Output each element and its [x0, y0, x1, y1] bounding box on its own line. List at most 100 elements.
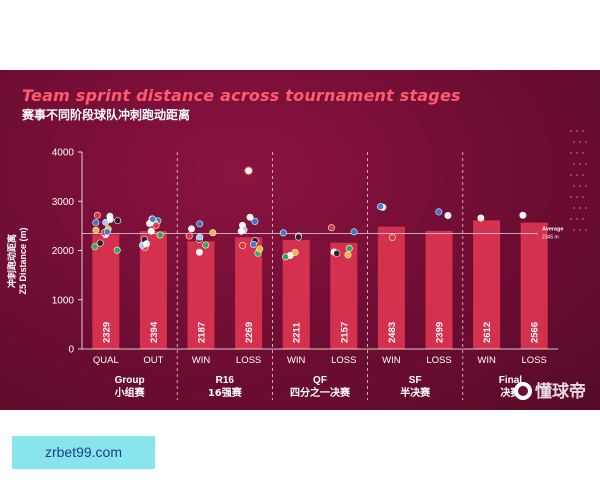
team-flag-marker	[91, 243, 99, 251]
y-tick-label: 3000	[52, 197, 75, 208]
bar-value-label: 2399	[435, 322, 446, 343]
team-flag-marker	[279, 229, 287, 237]
team-flag-marker	[188, 225, 196, 233]
team-flag-marker	[249, 240, 257, 248]
decorative-dot	[576, 130, 578, 132]
team-flag-marker	[519, 211, 527, 219]
y-tick-label: 4000	[52, 148, 75, 159]
team-flag-marker	[477, 214, 485, 222]
chart-title: Team sprint distance across tournament s…	[22, 86, 461, 105]
team-flag-marker	[106, 215, 114, 223]
team-flag-marker	[282, 253, 290, 261]
team-flag-marker	[96, 239, 104, 247]
team-flag-marker	[113, 246, 121, 254]
decorative-dot	[573, 185, 575, 187]
team-flag-marker	[103, 228, 111, 236]
average-value-label: 2345 m	[542, 235, 559, 241]
team-flag-marker	[294, 233, 302, 241]
bar-value-label: 2329	[101, 322, 112, 343]
x-tick-label: QUAL	[93, 355, 119, 366]
bar-value-label: 2566	[530, 322, 541, 343]
team-flag-marker	[92, 219, 100, 227]
bar-value-label: 2483	[387, 322, 398, 343]
decorative-dot	[579, 185, 581, 187]
team-flag-marker	[237, 227, 245, 235]
watermark-logo-icon	[514, 382, 532, 400]
footer-site-badge[interactable]: zrbet99.com	[12, 436, 155, 469]
decorative-dot	[570, 152, 572, 154]
bar-value-label: 2157	[339, 322, 350, 343]
bar-value-label: 2211	[292, 322, 303, 343]
decorative-dot	[582, 196, 584, 198]
team-flag-marker	[344, 251, 352, 259]
bar	[330, 242, 358, 349]
decorative-dot	[576, 196, 578, 198]
y-tick-label: 1000	[52, 295, 75, 306]
decorative-dot	[573, 229, 575, 231]
y-tick-label: 0	[68, 345, 74, 356]
decorative-dot	[570, 130, 572, 132]
bar-value-label: 2187	[197, 322, 208, 343]
decorative-dot	[582, 174, 584, 176]
team-flag-marker	[350, 228, 358, 236]
team-flag-marker	[256, 245, 264, 253]
decorative-dot	[573, 163, 575, 165]
decorative-dot	[570, 218, 572, 220]
decorative-dot	[579, 163, 581, 165]
x-tick-label: WIN	[287, 355, 306, 366]
x-tick-label: WIN	[192, 355, 211, 366]
decorative-dot	[570, 174, 572, 176]
decorative-dot	[576, 218, 578, 220]
x-tick-label: WIN	[382, 355, 401, 366]
group-sublabel: 小组赛	[114, 386, 146, 399]
team-flag-marker	[185, 232, 193, 240]
group-label: QF	[313, 375, 327, 386]
group-sublabel: 四分之一决赛	[290, 386, 351, 399]
team-flag-marker	[333, 249, 341, 257]
decorative-dot	[579, 141, 581, 143]
decorative-dot	[576, 174, 578, 176]
average-label: Average	[542, 227, 564, 233]
x-tick-label: OUT	[143, 355, 163, 366]
team-flag-marker	[377, 203, 385, 211]
team-flag-marker	[435, 208, 443, 216]
x-tick-label: LOSS	[522, 355, 547, 366]
team-flag-marker	[246, 213, 254, 221]
decorative-dots	[570, 130, 590, 250]
chart-subtitle: 赛事不同阶段球队冲刺跑动距离	[22, 108, 191, 122]
decorative-dot	[579, 229, 581, 231]
decorative-dot	[570, 196, 572, 198]
bar	[377, 226, 405, 349]
group-label: R16	[216, 375, 235, 386]
team-flag-marker	[251, 217, 259, 225]
x-tick-label: LOSS	[236, 355, 261, 366]
team-flag-marker	[143, 240, 151, 248]
team-flag-marker	[114, 217, 122, 225]
decorative-dot	[585, 163, 587, 165]
decorative-dot	[576, 152, 578, 154]
group-label: SF	[409, 375, 422, 386]
group-label: Final	[499, 375, 523, 386]
decorative-dot	[582, 152, 584, 154]
decorative-dot	[573, 141, 575, 143]
group-sublabel: 半决赛	[400, 386, 431, 399]
decorative-dot	[573, 207, 575, 209]
team-flag-marker	[156, 231, 164, 239]
bar	[92, 234, 120, 349]
team-flag-marker	[444, 211, 452, 219]
decorative-dot	[582, 130, 584, 132]
bar-value-label: 2269	[244, 322, 255, 343]
bar	[187, 241, 215, 349]
team-flag-marker	[195, 248, 203, 256]
team-flag-marker	[196, 220, 204, 228]
team-flag-marker	[209, 229, 217, 237]
group-label: Group	[115, 375, 145, 386]
chart-panel: Team sprint distance across tournament s…	[0, 70, 600, 410]
team-flag-marker	[152, 221, 160, 229]
team-flag-marker	[93, 211, 101, 219]
team-flag-marker	[202, 241, 210, 249]
team-flag-marker	[196, 233, 204, 241]
x-tick-label: LOSS	[331, 355, 356, 366]
group-sublabel: 16强赛	[208, 386, 243, 399]
decorative-dot	[585, 141, 587, 143]
